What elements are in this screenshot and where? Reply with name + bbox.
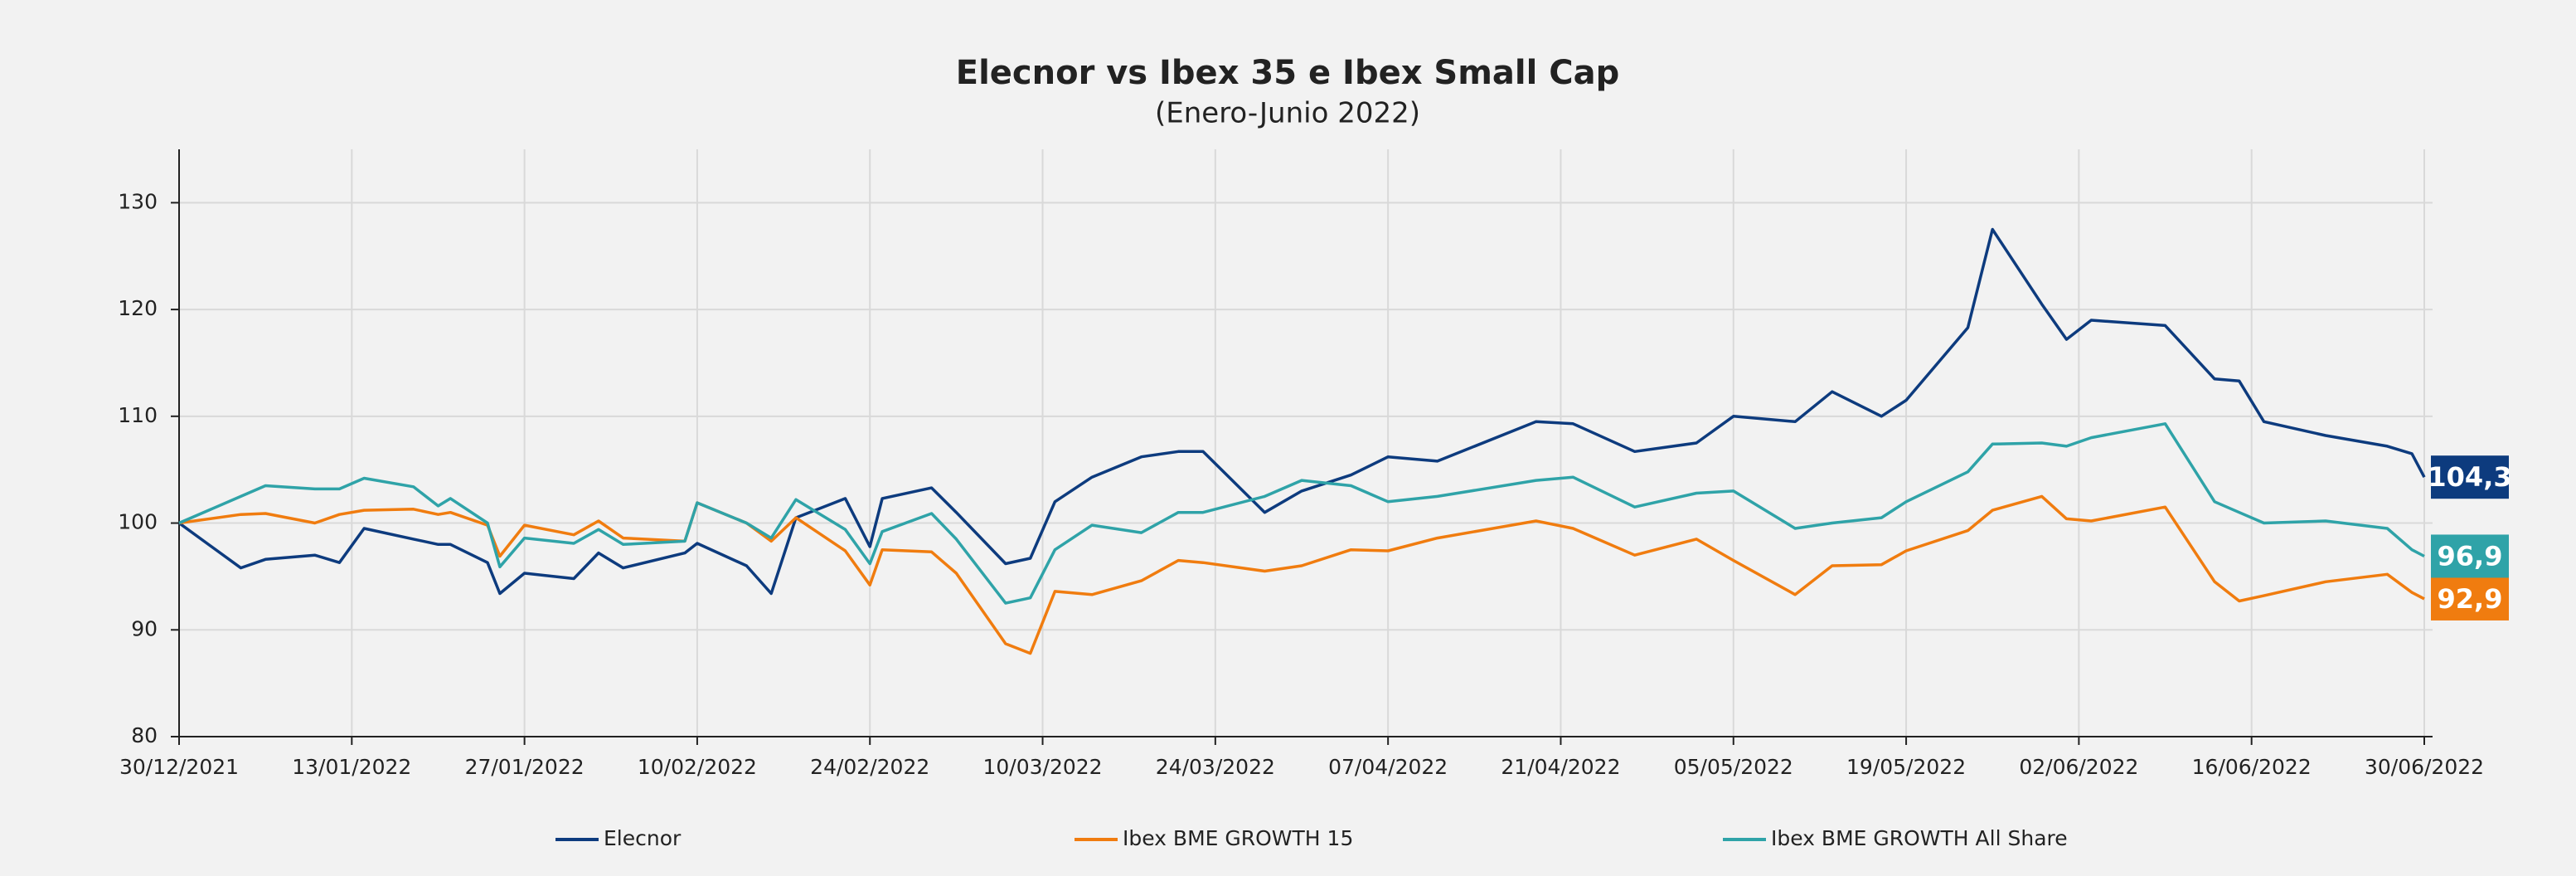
x-tick-label: 10/02/2022 — [638, 755, 757, 779]
end-label-box — [2431, 577, 2509, 620]
x-tick-label: 30/12/2021 — [119, 755, 239, 779]
chart-title: Elecnor vs Ibex 35 e Ibex Small Cap — [956, 54, 1620, 92]
x-tick-label: 27/01/2022 — [465, 755, 585, 779]
x-tick-label: 07/04/2022 — [1328, 755, 1448, 779]
series-line — [178, 494, 2425, 655]
y-tick-label: 100 — [118, 510, 158, 534]
end-label: 96,9 — [2438, 540, 2503, 572]
legend-label: Ibex BME GROWTH All Share — [1771, 826, 2068, 850]
y-tick-label: 130 — [118, 189, 158, 213]
end-label: 92,9 — [2438, 583, 2503, 615]
x-tick-label: 13/01/2022 — [292, 755, 411, 779]
x-tick-label: 24/02/2022 — [810, 755, 929, 779]
chart-subtitle: (Enero-Junio 2022) — [1155, 97, 1420, 130]
y-tick-label: 110 — [118, 403, 158, 427]
x-tick-label: 05/05/2022 — [1674, 755, 1793, 779]
x-tick-label: 02/06/2022 — [2019, 755, 2138, 779]
legend-label: Elecnor — [604, 826, 682, 850]
x-tick-label: 30/06/2022 — [2365, 755, 2484, 779]
series-line — [177, 227, 2426, 596]
y-tick-label: 90 — [131, 616, 158, 640]
x-tick-label: 24/03/2022 — [1156, 755, 1275, 779]
end-label-box — [2431, 534, 2509, 578]
x-tick-label: 21/04/2022 — [1501, 755, 1620, 779]
x-tick-label: 19/05/2022 — [1846, 755, 1966, 779]
end-label: 104,3 — [2428, 461, 2511, 493]
legend-label: Ibex BME GROWTH 15 — [1123, 826, 1353, 850]
y-tick-label: 80 — [131, 723, 158, 747]
x-tick-label: 16/06/2022 — [2192, 755, 2312, 779]
series-line — [178, 422, 2425, 605]
y-tick-label: 120 — [118, 296, 158, 320]
x-tick-label: 10/03/2022 — [982, 755, 1102, 779]
end-label-box — [2431, 455, 2509, 499]
